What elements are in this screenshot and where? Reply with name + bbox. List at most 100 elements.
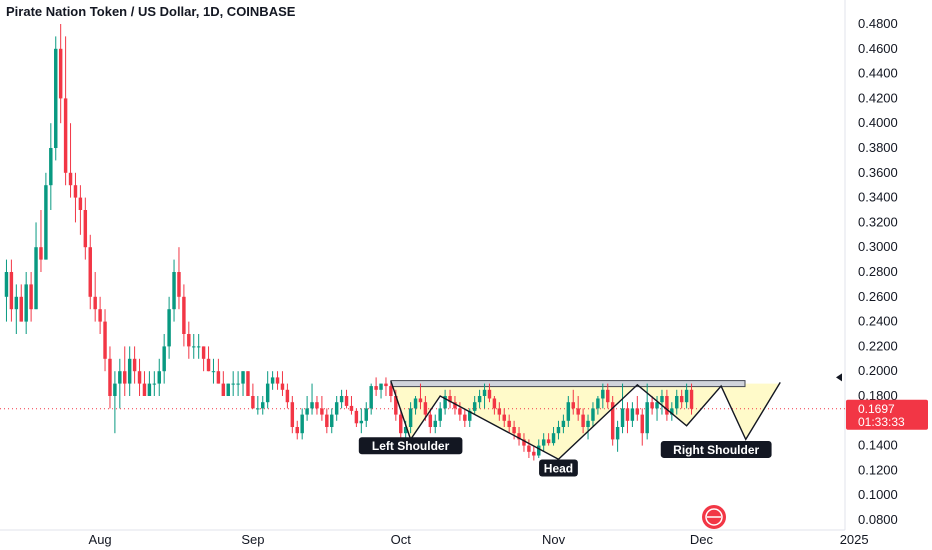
candle-body [684, 389, 689, 403]
candle-body [201, 346, 206, 359]
candle-body [458, 408, 462, 415]
candle-body [334, 402, 339, 415]
candle-body [162, 346, 166, 372]
candle-body [399, 414, 403, 434]
candle-body [187, 334, 191, 347]
candle-body [517, 433, 521, 440]
countdown-value: 01:33:33 [858, 415, 905, 429]
candle-body [522, 439, 526, 446]
candle-body [359, 420, 364, 424]
candle-body [24, 284, 28, 322]
candle-body [320, 408, 324, 415]
pattern-label: Head [544, 462, 573, 476]
candle-body [261, 402, 265, 409]
candle-body [502, 414, 506, 421]
candle-body [665, 396, 669, 415]
candle-body [192, 346, 196, 348]
candle-body [492, 398, 497, 409]
candle-body [29, 284, 33, 310]
candle-body [443, 396, 447, 409]
pattern-label-box [358, 437, 463, 455]
candle-body [537, 445, 541, 456]
candle-body [408, 408, 413, 427]
candle-body [142, 383, 147, 396]
candle-body [487, 389, 492, 399]
candle-body [4, 272, 9, 297]
candle-body [285, 389, 290, 403]
candle-body [270, 377, 275, 384]
y-tick-label: 0.3600 [858, 165, 898, 180]
candle-body [640, 414, 644, 434]
candle-body [561, 420, 566, 427]
candle-body [384, 383, 388, 387]
candle-body [147, 383, 152, 396]
candle-body [477, 396, 482, 403]
candle-body [58, 48, 63, 99]
candle-body [19, 296, 23, 322]
candle-body [108, 358, 112, 396]
candle-body [9, 272, 14, 310]
candle-body [118, 371, 122, 384]
candle-body [305, 408, 309, 415]
candle-body [448, 396, 452, 403]
candle-body [295, 427, 299, 434]
candle-body [44, 185, 48, 260]
candle-body [389, 386, 393, 396]
candle-body [265, 383, 270, 403]
candle-body [68, 172, 73, 186]
candle-body [620, 408, 625, 427]
candle-body [507, 420, 511, 427]
y-tick-label: 0.4200 [858, 90, 898, 105]
pattern-label-box [539, 459, 578, 477]
candle-body [546, 439, 551, 444]
y-tick-label: 0.3800 [858, 140, 898, 155]
candle-body [675, 396, 679, 409]
last-price-tag [846, 399, 928, 430]
candle-body [231, 383, 235, 385]
candle-body [113, 383, 117, 396]
candle-body [78, 197, 83, 210]
candle-body [541, 439, 546, 446]
candle-body [310, 402, 314, 409]
candle-body [413, 398, 418, 409]
candle-body [670, 408, 674, 415]
candle-body [246, 371, 250, 396]
pattern-label: Left Shoulder [372, 439, 450, 453]
candle-body [63, 98, 68, 173]
candle-body [532, 451, 536, 456]
candle-body [54, 48, 58, 148]
candle-body [83, 210, 88, 248]
candle-body [497, 408, 502, 415]
candle-body [369, 386, 373, 409]
candle-body [349, 405, 354, 411]
alert-arrow-icon [836, 373, 842, 382]
candle-body [660, 396, 664, 403]
y-tick-label: 0.4600 [858, 41, 898, 56]
candle-body [418, 398, 423, 403]
candle-body [438, 408, 442, 421]
candle-body [354, 410, 359, 424]
candle-body [251, 396, 255, 409]
candle-body [137, 371, 142, 384]
candle-body [127, 358, 132, 384]
candle-body [586, 420, 590, 427]
chart-title: Pirate Nation Token / US Dollar, 1D, COI… [6, 4, 296, 19]
candle-body [394, 396, 398, 415]
candle-body [325, 414, 329, 427]
candle-body [256, 408, 260, 410]
candle-body [290, 402, 295, 427]
candle-body [615, 427, 620, 440]
candle-body [596, 398, 600, 409]
candle-body [379, 383, 383, 390]
candle-body [482, 389, 487, 396]
pattern-line [390, 380, 781, 461]
candle-body [635, 408, 640, 415]
candle-body [39, 247, 43, 260]
y-tick-label: 0.2000 [858, 363, 898, 378]
y-tick-label: 0.3000 [858, 239, 898, 254]
last-price-value: 0.1697 [858, 402, 895, 416]
y-tick-label: 0.4000 [858, 115, 898, 130]
candle-body [551, 433, 556, 444]
candle-body [196, 346, 201, 348]
